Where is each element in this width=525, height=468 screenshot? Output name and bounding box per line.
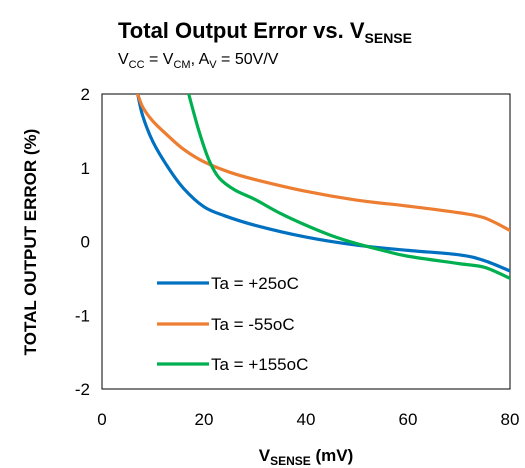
series-line-0 xyxy=(136,94,510,273)
y-tick-labels: 2 1 0 -1 -2 xyxy=(75,85,90,399)
y-tick-label: -1 xyxy=(75,306,90,325)
series-line-1 xyxy=(136,94,510,233)
y-tick-label: -2 xyxy=(75,380,90,399)
y-tick-label: 0 xyxy=(81,233,90,252)
chart-title: Total Output Error vs. VSENSE xyxy=(118,18,412,46)
legend-label-1: Ta = -55oC xyxy=(211,315,295,334)
chart-subtitle: VCC = VCM, AV = 50V/V xyxy=(118,51,279,71)
plot-area xyxy=(101,93,511,390)
legend-label-2: Ta = +155oC xyxy=(211,355,308,374)
x-axis-label-unit: (mV) xyxy=(311,446,354,465)
series-line-2 xyxy=(187,94,510,280)
subtitle-v-sub: V xyxy=(209,59,217,71)
subtitle-eq1: = V xyxy=(145,51,174,68)
x-tick-label: 40 xyxy=(297,410,316,429)
x-tick-labels: 0 20 40 60 80 xyxy=(97,410,519,429)
chart-title-main: Total Output Error vs. V xyxy=(118,18,365,43)
y-tick-label: 1 xyxy=(81,159,90,178)
subtitle-cm-sub: CM xyxy=(173,59,190,71)
x-tick-label: 60 xyxy=(399,410,418,429)
subtitle-rest: = 50V/V xyxy=(217,51,279,68)
subtitle-vcc: V xyxy=(118,51,129,68)
x-tick-label: 0 xyxy=(97,410,106,429)
subtitle-sep: , A xyxy=(191,51,210,68)
x-axis-label-main: V xyxy=(259,446,271,465)
legend: Ta = +25oC Ta = -55oC Ta = +155oC xyxy=(157,274,308,374)
x-axis-label-sub: SENSE xyxy=(270,454,311,468)
y-axis-label: TOTAL OUTPUT ERROR (%) xyxy=(21,129,40,356)
x-tick-label: 20 xyxy=(195,410,214,429)
y-tick-label: 2 xyxy=(81,85,90,104)
subtitle-cc-sub: CC xyxy=(129,59,145,71)
chart-title-sub: SENSE xyxy=(365,30,412,46)
series-lines xyxy=(136,94,510,280)
x-tick-label: 80 xyxy=(501,410,520,429)
legend-label-0: Ta = +25oC xyxy=(211,274,299,293)
x-axis-label: VSENSE (mV) xyxy=(259,446,354,468)
